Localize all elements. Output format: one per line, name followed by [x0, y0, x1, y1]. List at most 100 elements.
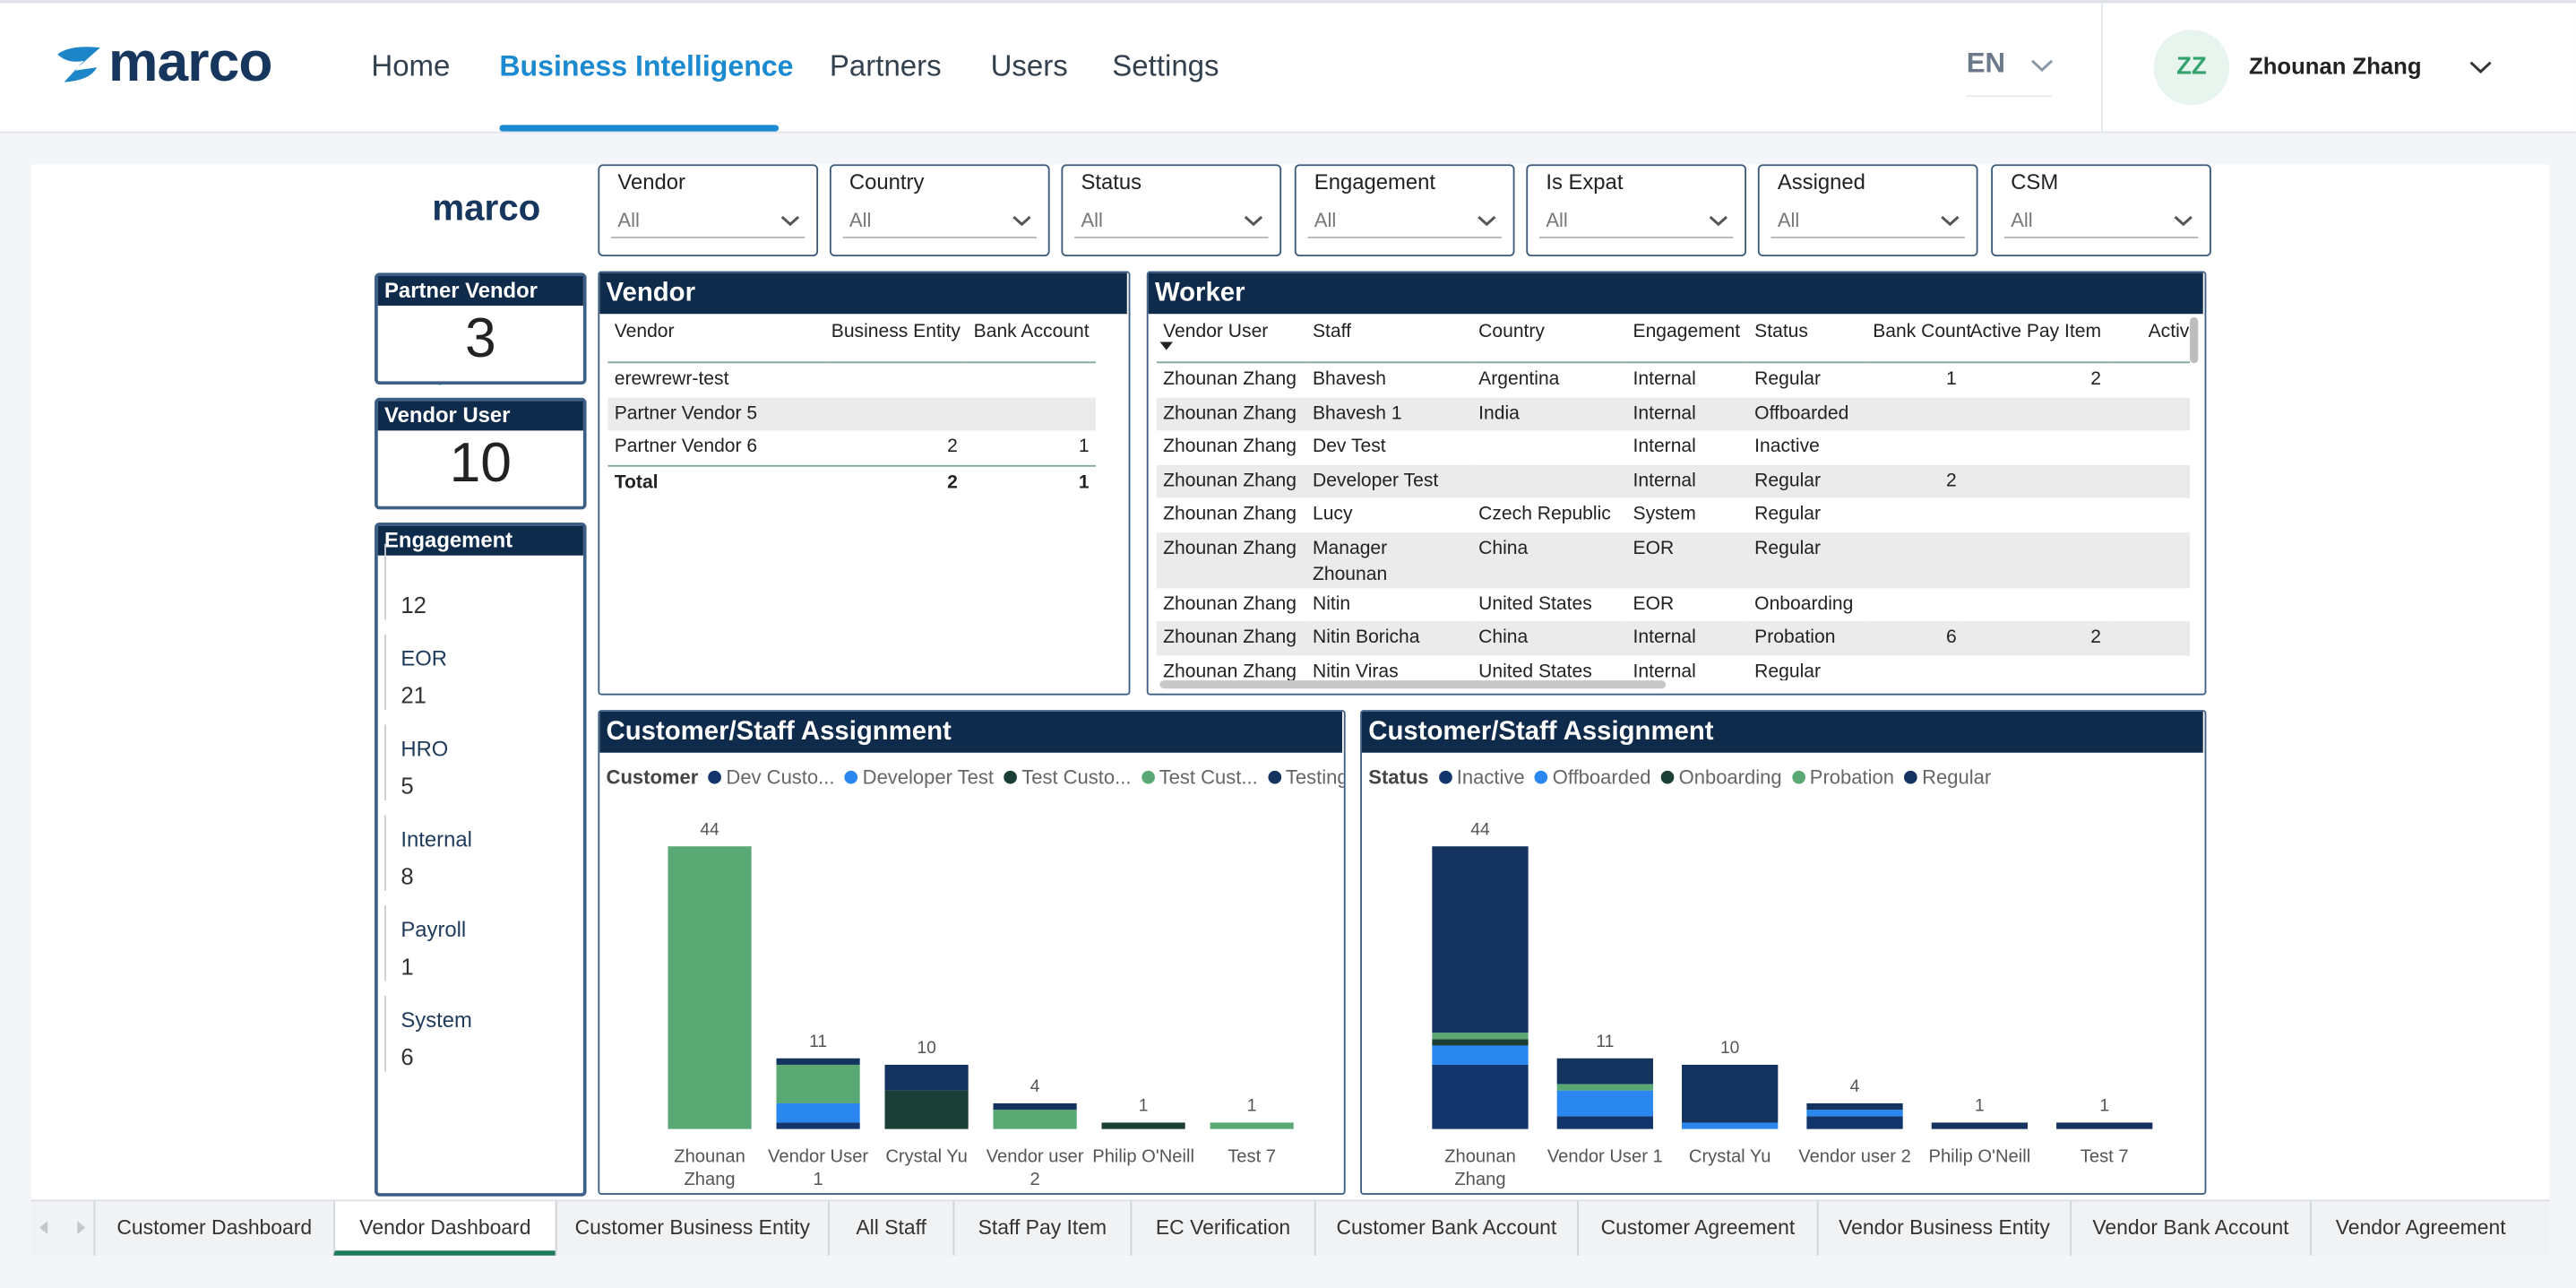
column-header[interactable]: Bank Count [1873, 322, 1972, 342]
filter-value[interactable]: All [1081, 208, 1103, 232]
table-cell [964, 397, 1096, 431]
language-selector[interactable]: EN [1966, 48, 2006, 80]
filter-slicer[interactable]: Vendor All [598, 164, 819, 257]
page-tab[interactable]: Vendor Bank Account [2070, 1201, 2310, 1256]
bar-total-label: 10 [917, 1039, 935, 1058]
filter-value[interactable]: All [2011, 208, 2033, 232]
table-cell: Internal [1633, 661, 1696, 681]
table-row: Partner Vendor 5 [607, 396, 1096, 431]
engagement-value: 12 [401, 592, 426, 618]
kpi-card: Partner Vendor 3 [375, 272, 587, 385]
filter-label: Engagement [1314, 169, 1435, 194]
page-tab[interactable]: Vendor Dashboard [333, 1201, 556, 1256]
column-header[interactable]: Engagement [1633, 322, 1741, 342]
legend: Status Inactive Offboarded Onboarding Probat… [1368, 765, 2001, 789]
page-tab[interactable]: Customer Bank Account [1314, 1201, 1577, 1256]
bar-total-label: 4 [1030, 1077, 1040, 1096]
kpi-card: Engagement 12 EOR 21 HRO 5 Internal 8 Payroll 1 Sy… [375, 523, 587, 1197]
bar-total-label: 1 [1975, 1097, 1985, 1116]
table-cell: EOR [1633, 593, 1675, 614]
engagement-value: 21 [401, 681, 426, 709]
filter-label: Vendor [617, 169, 685, 194]
x-tick-label: Zhounan Zhang [1444, 1146, 1516, 1189]
table-cell: Internal [1633, 627, 1696, 648]
chevron-icon [2174, 215, 2193, 227]
table-row: Zhounan Zhang Nitin United States EOR Onboar… [1157, 587, 2190, 621]
page-tab[interactable]: Vendor Agreement [2309, 1201, 2530, 1256]
table-cell: United States [1478, 661, 1592, 681]
page-tab[interactable]: Staff Pay Item [952, 1201, 1130, 1256]
bar-segment [2056, 1122, 2153, 1129]
scroll-right [77, 1221, 86, 1234]
logo-text: marco [108, 30, 272, 94]
filter-value[interactable]: All [1546, 208, 1568, 232]
avatar[interactable]: ZZ [2153, 30, 2230, 106]
filter-slicer[interactable]: Assigned All [1757, 164, 1978, 257]
filter-label: Is Expat [1546, 169, 1624, 194]
nav-item[interactable]: Business Intelligence [499, 49, 794, 82]
filter-value[interactable]: All [1777, 208, 1800, 232]
tab-scroll-arrows [39, 1221, 86, 1234]
x-tick-label: Vendor user 2 [1798, 1146, 1911, 1167]
page-tab[interactable]: Vendor Business Entity [1816, 1201, 2070, 1256]
vertical-scrollbar [2190, 316, 2199, 364]
chevron-icon [2469, 61, 2492, 73]
column-header[interactable]: Vendor User [1157, 316, 1306, 362]
column-header[interactable]: Status [1754, 322, 1808, 342]
page-tab[interactable]: Customer Dashboard [93, 1201, 334, 1256]
column-header[interactable]: Business Entity [831, 322, 961, 342]
column-header[interactable]: Staff [1312, 322, 1351, 342]
table-row: Partner Vendor 6 2 1 [607, 430, 1096, 465]
bar-segment [1556, 1058, 1653, 1085]
legend-marker [1903, 770, 1917, 784]
nav-item[interactable]: Users [990, 49, 1068, 82]
page-tab[interactable]: Customer Agreement [1577, 1201, 1817, 1256]
bar-segment [884, 1090, 969, 1129]
filter-underline [1074, 237, 1269, 238]
page-tab[interactable]: Customer Business Entity [555, 1201, 828, 1256]
filter-value[interactable]: All [849, 208, 872, 232]
filter-value[interactable]: All [617, 208, 640, 232]
visual-panel: Worker Vendor User Staff Country Engagement S… [1146, 271, 2207, 696]
chevron-icon [1709, 215, 1727, 227]
filter-slicer[interactable]: CSM All [1991, 164, 2211, 257]
bar-segment [884, 1064, 969, 1091]
table-cell [1866, 397, 1963, 431]
bar-total-label: 10 [1720, 1039, 1739, 1058]
total-cell: 1 [1078, 472, 1090, 493]
filter-slicer[interactable]: Is Expat All [1526, 164, 1747, 257]
table-cell [1963, 498, 2107, 532]
engagement-label: HRO [401, 736, 449, 761]
filter-slicer[interactable]: Country All [829, 164, 1050, 257]
column-header[interactable]: Bank Account [973, 322, 1090, 342]
x-tick-label: Vendor User 1 [768, 1146, 869, 1189]
user-name[interactable]: Zhounan Zhang [2249, 52, 2422, 80]
table-cell: China [1478, 627, 1529, 648]
filter-slicer[interactable]: Status All [1061, 164, 1282, 257]
sort-indicator [1159, 341, 1174, 350]
filter-value[interactable]: All [1314, 208, 1337, 232]
chevron [1478, 215, 1496, 227]
engagement-accent [384, 634, 386, 711]
column-header[interactable]: Active [2148, 322, 2190, 342]
legend-marker [844, 770, 858, 784]
chevron [1244, 215, 1263, 227]
page-tab[interactable]: All Staff [828, 1201, 952, 1256]
table-cell: Regular [1754, 471, 1822, 491]
x-tick-label: Zhounan Zhang [674, 1146, 745, 1189]
page-tab[interactable]: EC Verification [1130, 1201, 1314, 1256]
table-cell: Dev Test [1312, 437, 1386, 457]
x-tick-label: Test 7 [1228, 1146, 1277, 1167]
column-header[interactable]: Vendor [614, 322, 675, 342]
nav-item[interactable]: Settings [1112, 49, 1219, 82]
column-header[interactable]: Country [1478, 322, 1546, 342]
filter-slicer[interactable]: Engagement All [1294, 164, 1515, 257]
nav-item[interactable]: Partners [829, 49, 942, 82]
nav-item[interactable]: Home [371, 49, 451, 82]
table-cell: EOR [1633, 538, 1675, 558]
column-header[interactable]: Active Pay Item [1969, 322, 2102, 342]
table-cell: Argentina [1478, 369, 1560, 390]
bar-segment [1432, 1039, 1529, 1046]
